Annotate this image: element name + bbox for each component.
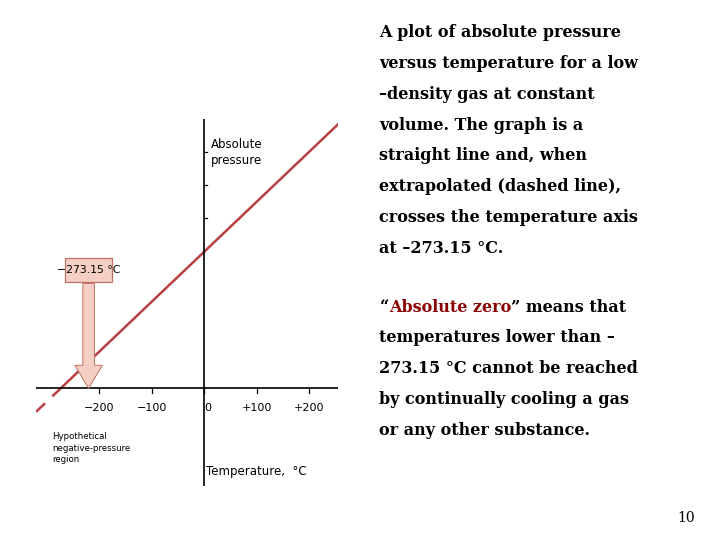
Text: Absolute zero: Absolute zero xyxy=(389,299,511,315)
Text: ” means that: ” means that xyxy=(511,299,626,315)
Text: temperatures lower than –: temperatures lower than – xyxy=(379,329,616,346)
Text: −200: −200 xyxy=(84,402,114,413)
Text: 273.15 °C cannot be reached: 273.15 °C cannot be reached xyxy=(379,360,639,377)
Text: by continually cooling a gas: by continually cooling a gas xyxy=(379,391,629,408)
Text: versus temperature for a low: versus temperature for a low xyxy=(379,55,639,72)
Text: straight line and, when: straight line and, when xyxy=(379,147,588,164)
Text: or any other substance.: or any other substance. xyxy=(379,422,590,438)
Text: 10: 10 xyxy=(678,511,695,525)
Text: Temperature,  °C: Temperature, °C xyxy=(206,465,307,478)
Text: A plot of absolute pressure: A plot of absolute pressure xyxy=(379,24,621,41)
Text: −273.15 °C: −273.15 °C xyxy=(57,265,120,275)
Text: Hypothetical
negative-pressure
region: Hypothetical negative-pressure region xyxy=(52,432,130,464)
Text: –density gas at constant: –density gas at constant xyxy=(379,86,595,103)
FancyBboxPatch shape xyxy=(66,259,112,282)
Text: 0: 0 xyxy=(204,402,211,413)
Text: volume. The graph is a: volume. The graph is a xyxy=(379,117,584,133)
Text: Absolute
pressure: Absolute pressure xyxy=(211,138,262,167)
Text: extrapolated (dashed line),: extrapolated (dashed line), xyxy=(379,178,621,195)
Text: −100: −100 xyxy=(137,402,167,413)
FancyArrow shape xyxy=(75,284,102,388)
Text: +100: +100 xyxy=(242,402,272,413)
Text: +200: +200 xyxy=(294,402,325,413)
Text: crosses the temperature axis: crosses the temperature axis xyxy=(379,209,639,226)
Text: at –273.15 °C.: at –273.15 °C. xyxy=(379,240,504,256)
Text: “: “ xyxy=(379,299,389,315)
